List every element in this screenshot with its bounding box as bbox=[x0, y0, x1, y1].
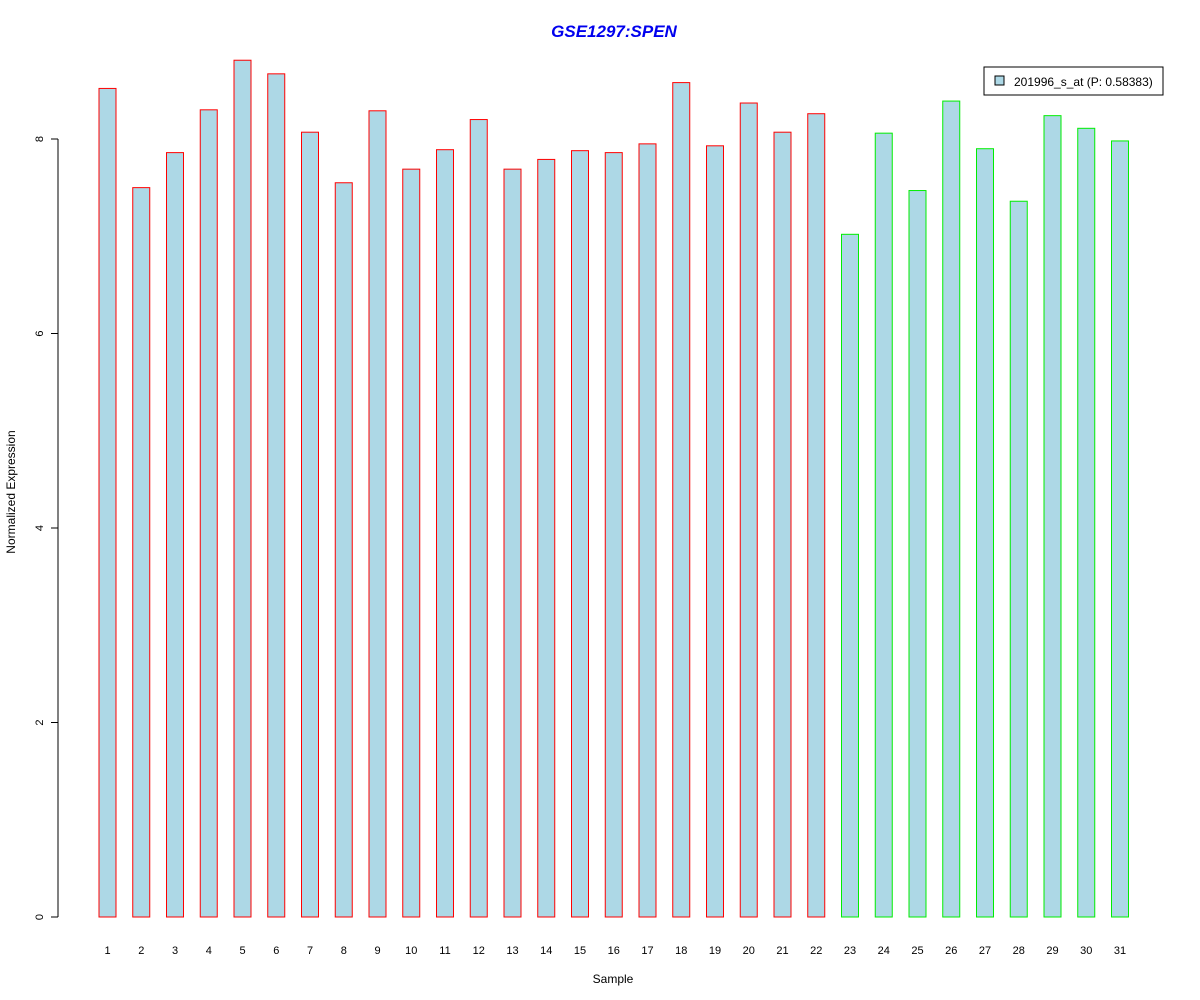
x-tick-label: 31 bbox=[1114, 945, 1126, 957]
x-tick-label: 5 bbox=[239, 945, 245, 957]
y-tick-label: 8 bbox=[34, 136, 46, 142]
bar-sample-26 bbox=[942, 100, 961, 918]
bar-sample-5 bbox=[233, 59, 252, 918]
x-tick-labels: 1 2 3 4 5 6 7 8 9 10 11 12 13 14 15 16 17 18 19 20 21 22 23 24 2… bbox=[104, 945, 1126, 957]
bar-sample-2 bbox=[132, 187, 151, 918]
legend: 201996_s_at (P: 0.58383) bbox=[983, 66, 1164, 96]
bar-sample-31 bbox=[1111, 140, 1129, 918]
bar-sample-7 bbox=[301, 131, 319, 918]
bar-sample-16 bbox=[604, 152, 623, 918]
y-tick-label: 6 bbox=[34, 330, 46, 336]
legend-box bbox=[983, 66, 1164, 96]
x-tick-label: 16 bbox=[608, 945, 620, 957]
y-tick-label: 4 bbox=[34, 525, 46, 531]
x-tick-label: 13 bbox=[506, 945, 518, 957]
x-tick-label: 26 bbox=[945, 945, 957, 957]
y-axis: 0 2 4 6 8 bbox=[34, 136, 59, 920]
bar-sample-29 bbox=[1043, 115, 1062, 918]
bar-sample-12 bbox=[469, 119, 488, 918]
bar-sample-28 bbox=[1009, 200, 1028, 918]
x-tick-label: 28 bbox=[1013, 945, 1025, 957]
bar-sample-4 bbox=[199, 109, 218, 918]
legend-swatch bbox=[994, 75, 1005, 86]
x-tick-label: 18 bbox=[675, 945, 687, 957]
x-axis-label: Sample bbox=[593, 972, 634, 986]
x-tick-label: 2 bbox=[138, 945, 144, 957]
bar-sample-30 bbox=[1077, 127, 1096, 918]
bar-sample-10 bbox=[402, 168, 421, 918]
bar-sample-8 bbox=[334, 182, 353, 918]
bar-sample-23 bbox=[841, 233, 859, 918]
x-tick-label: 10 bbox=[405, 945, 417, 957]
x-tick-label: 9 bbox=[374, 945, 380, 957]
x-tick-label: 8 bbox=[341, 945, 347, 957]
bar-sample-15 bbox=[571, 150, 589, 918]
bar-sample-13 bbox=[503, 168, 522, 918]
x-tick-label: 4 bbox=[206, 945, 212, 957]
bar-sample-14 bbox=[537, 158, 556, 918]
bar-sample-27 bbox=[976, 148, 994, 918]
x-tick-label: 14 bbox=[540, 945, 552, 957]
bars-group bbox=[98, 59, 1129, 918]
x-tick-label: 29 bbox=[1046, 945, 1058, 957]
y-tick-label: 2 bbox=[34, 719, 46, 725]
x-tick-label: 19 bbox=[709, 945, 721, 957]
x-tick-label: 1 bbox=[104, 945, 110, 957]
x-tick-label: 11 bbox=[439, 945, 450, 957]
bar-sample-6 bbox=[267, 73, 286, 918]
x-tick-label: 17 bbox=[641, 945, 653, 957]
x-tick-label: 23 bbox=[844, 945, 856, 957]
bar-sample-19 bbox=[706, 145, 724, 918]
x-tick-label: 25 bbox=[911, 945, 923, 957]
bar-sample-18 bbox=[672, 82, 691, 918]
x-tick-label: 20 bbox=[743, 945, 755, 957]
x-tick-label: 21 bbox=[776, 945, 788, 957]
bar-sample-1 bbox=[98, 87, 117, 918]
x-tick-label: 24 bbox=[878, 945, 890, 957]
bar-sample-22 bbox=[807, 113, 826, 918]
bar-sample-11 bbox=[436, 149, 454, 918]
y-axis-label: Normalized Expression bbox=[4, 430, 18, 553]
x-tick-label: 27 bbox=[979, 945, 991, 957]
bar-sample-24 bbox=[874, 132, 893, 918]
x-tick-label: 3 bbox=[172, 945, 178, 957]
x-tick-label: 15 bbox=[574, 945, 586, 957]
x-tick-label: 6 bbox=[273, 945, 279, 957]
x-tick-label: 12 bbox=[473, 945, 485, 957]
legend-label: 201996_s_at (P: 0.58383) bbox=[1014, 75, 1153, 89]
bar-sample-9 bbox=[368, 110, 387, 918]
chart-title: GSE1297:SPEN bbox=[551, 22, 677, 41]
bar-sample-3 bbox=[166, 152, 184, 918]
x-tick-label: 22 bbox=[810, 945, 822, 957]
x-tick-label: 7 bbox=[307, 945, 313, 957]
x-tick-label: 30 bbox=[1080, 945, 1092, 957]
y-tick-label: 0 bbox=[34, 914, 46, 920]
bar-sample-21 bbox=[773, 131, 792, 918]
bar-sample-17 bbox=[638, 143, 657, 918]
bar-sample-20 bbox=[739, 102, 758, 918]
bar-sample-25 bbox=[908, 190, 927, 918]
